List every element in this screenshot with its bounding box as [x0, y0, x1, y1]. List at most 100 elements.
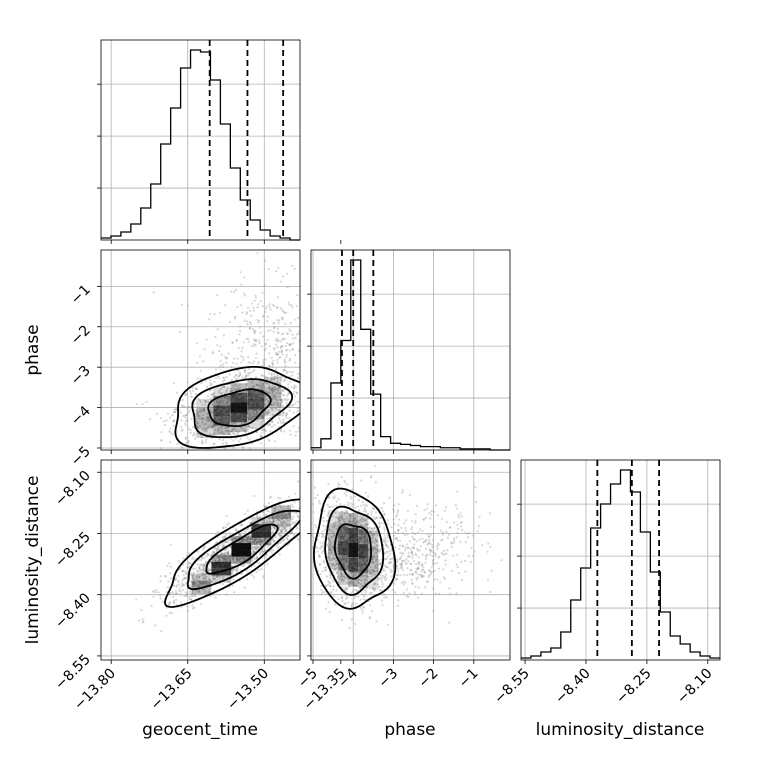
- joint-geocent-time-vs-luminosity-distance-sample-1413: [247, 510, 249, 512]
- joint-geocent-time-vs-phase-sample-1562: [271, 357, 273, 359]
- joint-geocent-time-vs-luminosity-distance-sample-841: [192, 557, 194, 559]
- joint-geocent-time-vs-phase-sample-347: [262, 305, 264, 307]
- joint-phase-vs-luminosity-distance-sample-1526: [326, 504, 328, 506]
- joint-phase-vs-luminosity-distance-sample-883: [382, 569, 384, 571]
- joint-geocent-time-vs-luminosity-distance-sample-333: [166, 565, 168, 567]
- joint-geocent-time-vs-phase-sample-392: [246, 436, 248, 438]
- joint-geocent-time-vs-phase-sample-1289: [171, 414, 173, 416]
- joint-geocent-time-vs-phase-sample-619: [306, 327, 308, 329]
- joint-geocent-time-vs-phase-sample-1303: [194, 438, 196, 440]
- joint-phase-vs-luminosity-distance-sample-1222: [399, 563, 401, 565]
- joint-geocent-time-vs-luminosity-distance-sample-1410: [198, 566, 200, 568]
- joint-geocent-time-vs-phase-sample-805: [293, 393, 295, 395]
- joint-geocent-time-vs-luminosity-distance-sample-709: [219, 544, 221, 546]
- joint-geocent-time-vs-phase-sample-1045: [231, 379, 233, 381]
- joint-phase-vs-luminosity-distance-sample-528: [327, 584, 329, 586]
- joint-phase-vs-luminosity-distance-sample-1394: [324, 567, 326, 569]
- joint-phase-vs-luminosity-distance-density-cell-2-3: [338, 541, 348, 556]
- joint-geocent-time-vs-luminosity-distance-sample-43: [169, 612, 171, 614]
- joint-geocent-time-vs-luminosity-distance-sample-401: [300, 535, 302, 537]
- hist-luminosity-distance-xtick-label-3: −8.10: [674, 666, 716, 708]
- joint-phase-vs-luminosity-distance-sample-287: [330, 592, 332, 594]
- joint-geocent-time-vs-luminosity-distance-sample-124: [246, 578, 248, 580]
- joint-geocent-time-vs-luminosity-distance-sample-275: [291, 503, 293, 505]
- joint-phase-vs-luminosity-distance-sample-472: [409, 555, 411, 557]
- joint-phase-vs-luminosity-distance-sample-487: [448, 534, 450, 536]
- joint-phase-vs-luminosity-distance-sample-323: [460, 561, 462, 563]
- joint-geocent-time-vs-luminosity-distance-sample-1433: [202, 564, 204, 566]
- joint-geocent-time-vs-luminosity-distance-sample-252: [303, 516, 305, 518]
- joint-geocent-time-vs-luminosity-distance-sample-1191: [194, 568, 196, 570]
- joint-phase-vs-luminosity-distance-sample-165: [360, 607, 362, 609]
- joint-geocent-time-vs-phase-sample-1249: [305, 334, 307, 336]
- joint-geocent-time-vs-phase-sample-1581: [182, 405, 184, 407]
- joint-geocent-time-vs-phase-sample-904: [307, 379, 309, 381]
- joint-phase-vs-luminosity-distance-sample-653: [470, 561, 472, 563]
- joint-phase-vs-luminosity-distance-sample-1401: [378, 551, 380, 553]
- joint-geocent-time-vs-luminosity-distance-ytick-label-3: −8.10: [52, 468, 94, 510]
- joint-geocent-time-vs-phase-sample-587: [308, 305, 310, 307]
- joint-phase-vs-luminosity-distance-sample-143: [405, 519, 407, 521]
- joint-phase-vs-luminosity-distance-sample-1015: [403, 574, 405, 576]
- joint-geocent-time-vs-luminosity-distance-sample-1074: [140, 609, 142, 611]
- joint-geocent-time-vs-phase-sample-1259: [181, 304, 183, 306]
- joint-phase-vs-luminosity-distance-sample-1530: [374, 590, 376, 592]
- joint-geocent-time-vs-luminosity-distance-sample-1233: [216, 541, 218, 543]
- joint-geocent-time-vs-luminosity-distance-sample-871: [229, 532, 231, 534]
- joint-phase-vs-luminosity-distance-sample-47: [336, 501, 338, 503]
- joint-geocent-time-vs-phase-sample-1063: [278, 351, 280, 353]
- joint-geocent-time-vs-luminosity-distance-sample-1465: [288, 535, 290, 537]
- joint-phase-vs-luminosity-distance-sample-781: [314, 524, 316, 526]
- joint-geocent-time-vs-phase-sample-963: [266, 320, 268, 322]
- joint-geocent-time-vs-phase-sample-1221: [302, 416, 304, 418]
- joint-phase-vs-luminosity-distance-sample-1531: [435, 553, 437, 555]
- joint-geocent-time-vs-luminosity-distance-sample-1389: [251, 574, 253, 576]
- joint-geocent-time-vs-luminosity-distance-sample-1473: [292, 523, 294, 525]
- joint-phase-vs-luminosity-distance-sample-58: [317, 550, 319, 552]
- joint-phase-vs-luminosity-distance-sample-1579: [458, 514, 460, 516]
- joint-geocent-time-vs-phase-sample-663: [224, 448, 226, 450]
- joint-geocent-time-vs-phase-sample-237: [297, 401, 299, 403]
- joint-geocent-time-vs-phase-density-cell-3-4: [230, 393, 247, 403]
- joint-geocent-time-vs-phase-sample-240: [301, 400, 303, 402]
- joint-geocent-time-vs-phase-sample-1165: [195, 388, 197, 390]
- joint-phase-vs-luminosity-distance-sample-462: [321, 536, 323, 538]
- joint-geocent-time-vs-luminosity-distance-sample-937: [200, 564, 202, 566]
- joint-geocent-time-vs-phase-sample-1261: [246, 311, 248, 313]
- joint-phase-vs-luminosity-distance-sample-18: [347, 504, 349, 506]
- joint-geocent-time-vs-phase-ytick-label-4: −1: [68, 282, 94, 308]
- joint-geocent-time-vs-phase-sample-26: [232, 439, 234, 441]
- joint-geocent-time-vs-luminosity-distance-sample-780: [192, 607, 194, 609]
- joint-geocent-time-vs-luminosity-distance-sample-555: [296, 528, 298, 530]
- joint-geocent-time-vs-phase-sample-1269: [277, 267, 279, 269]
- joint-geocent-time-vs-luminosity-distance-sample-716: [168, 562, 170, 564]
- joint-geocent-time-vs-luminosity-distance-sample-1520: [260, 568, 262, 570]
- joint-geocent-time-vs-phase-sample-1078: [294, 319, 296, 321]
- joint-phase-vs-luminosity-distance-sample-1262: [335, 573, 337, 575]
- joint-geocent-time-vs-phase-sample-21: [288, 304, 290, 306]
- joint-phase-vs-luminosity-distance-sample-385: [325, 525, 327, 527]
- joint-phase-vs-luminosity-distance-sample-1509: [457, 528, 459, 530]
- joint-phase-vs-luminosity-distance-sample-1119: [405, 563, 407, 565]
- joint-geocent-time-vs-phase-sample-1421: [281, 399, 283, 401]
- joint-geocent-time-vs-phase-sample-1591: [187, 304, 189, 306]
- joint-geocent-time-vs-phase-sample-1506: [241, 347, 243, 349]
- joint-geocent-time-vs-luminosity-distance-sample-1542: [159, 594, 161, 596]
- joint-phase-vs-luminosity-distance-sample-670: [421, 530, 423, 532]
- joint-phase-vs-luminosity-distance-sample-358: [330, 577, 332, 579]
- joint-geocent-time-vs-phase-sample-453: [246, 323, 248, 325]
- joint-geocent-time-vs-luminosity-distance-sample-1218: [185, 577, 187, 579]
- joint-phase-vs-luminosity-distance-sample-91: [425, 517, 427, 519]
- joint-phase-vs-luminosity-distance-sample-1492: [338, 498, 340, 500]
- joint-geocent-time-vs-phase-sample-80: [289, 371, 291, 373]
- joint-phase-vs-luminosity-distance-sample-1321: [412, 546, 414, 548]
- joint-phase-vs-luminosity-distance-sample-860: [440, 530, 442, 532]
- joint-geocent-time-vs-phase-sample-1358: [293, 391, 295, 393]
- joint-geocent-time-vs-luminosity-distance-sample-987: [307, 514, 309, 516]
- joint-geocent-time-vs-luminosity-distance-sample-1209: [228, 539, 230, 541]
- joint-phase-vs-luminosity-distance-sample-709: [426, 555, 428, 557]
- joint-phase-vs-luminosity-distance-sample-1414: [319, 573, 321, 575]
- joint-geocent-time-vs-phase-sample-85: [192, 426, 194, 428]
- joint-phase-vs-luminosity-distance-sample-1136: [472, 555, 474, 557]
- joint-geocent-time-vs-phase-sample-447: [189, 390, 191, 392]
